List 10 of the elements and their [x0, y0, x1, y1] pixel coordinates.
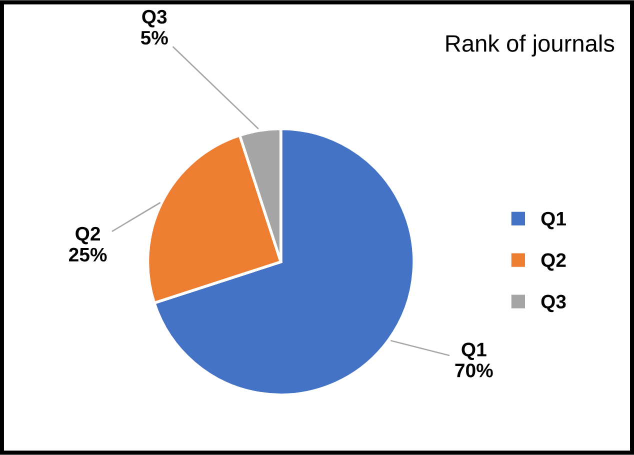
legend-label: Q3	[541, 294, 566, 312]
legend-label: Q1	[541, 212, 566, 230]
text: Rank of journals	[446, 34, 614, 57]
data-label: 70%	[455, 364, 493, 378]
slice-label: Q2	[76, 226, 100, 244]
legend-label: Q2	[541, 253, 566, 271]
slice-label: Q3	[142, 10, 167, 28]
data-label: 5%	[140, 30, 168, 45]
slice-label: Q1	[462, 342, 486, 360]
data-label: 25%	[69, 248, 107, 262]
